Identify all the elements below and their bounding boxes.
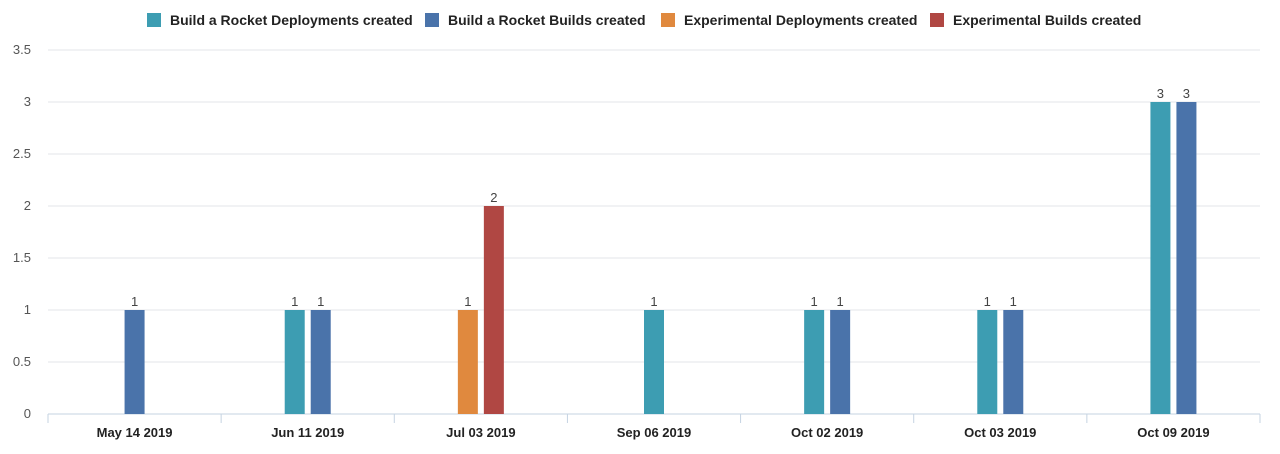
x-tick-label: Jun 11 2019 (271, 425, 344, 440)
y-tick-label: 0 (24, 406, 31, 421)
legend-label: Experimental Deployments created (684, 12, 918, 28)
bar (644, 310, 664, 414)
legend: Build a Rocket Deployments created Build… (0, 12, 1280, 34)
y-tick-label: 1.5 (13, 250, 31, 265)
legend-label: Build a Rocket Builds created (448, 12, 646, 28)
y-tick-label: 3.5 (13, 42, 31, 57)
legend-item-experimental-builds[interactable]: Experimental Builds created (930, 12, 1141, 28)
y-tick-label: 2 (24, 198, 31, 213)
legend-item-experimental-deployments[interactable]: Experimental Deployments created (661, 12, 917, 28)
x-tick-label: Oct 09 2019 (1137, 425, 1209, 440)
bar (124, 310, 145, 414)
bar (1003, 310, 1024, 414)
data-label: 1 (837, 294, 844, 309)
y-tick-label: 0.5 (13, 354, 31, 369)
bar (284, 310, 305, 414)
bar (977, 310, 998, 414)
x-tick-label: Sep 06 2019 (617, 425, 691, 440)
bar (1150, 102, 1171, 414)
bar (457, 310, 478, 414)
x-tick-label: Jul 03 2019 (446, 425, 515, 440)
legend-swatch (930, 13, 944, 27)
x-tick-label: Oct 02 2019 (791, 425, 863, 440)
data-label: 2 (490, 190, 497, 205)
bar (310, 310, 331, 414)
bar (1176, 102, 1197, 414)
x-tick-label: Oct 03 2019 (964, 425, 1036, 440)
legend-item-rocket-builds[interactable]: Build a Rocket Builds created (425, 12, 646, 28)
legend-label: Experimental Builds created (953, 12, 1142, 28)
bar (830, 310, 851, 414)
bar (483, 206, 504, 414)
legend-item-rocket-deployments[interactable]: Build a Rocket Deployments created (147, 12, 413, 28)
data-label: 3 (1183, 86, 1190, 101)
y-tick-label: 3 (24, 94, 31, 109)
data-label: 3 (1157, 86, 1164, 101)
data-label: 1 (291, 294, 298, 309)
y-tick-label: 1 (24, 302, 31, 317)
data-label: 1 (811, 294, 818, 309)
legend-swatch (147, 13, 161, 27)
data-label: 1 (1010, 294, 1017, 309)
legend-swatch (661, 13, 675, 27)
data-label: 1 (131, 294, 138, 309)
data-label: 1 (317, 294, 324, 309)
data-label: 1 (464, 294, 471, 309)
bar (804, 310, 825, 414)
data-label: 1 (984, 294, 991, 309)
legend-swatch (425, 13, 439, 27)
legend-label: Build a Rocket Deployments created (170, 12, 413, 28)
data-label: 1 (650, 294, 657, 309)
x-tick-label: May 14 2019 (97, 425, 173, 440)
y-tick-label: 2.5 (13, 146, 31, 161)
